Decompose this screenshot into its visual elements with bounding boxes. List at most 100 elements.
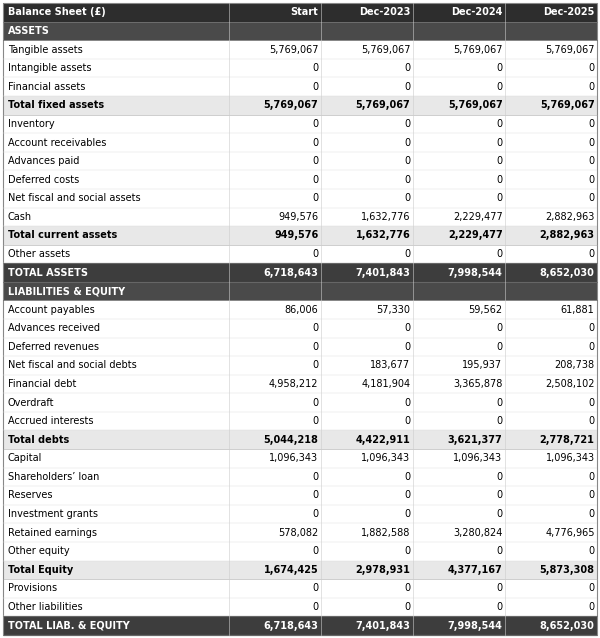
Text: 3,365,878: 3,365,878: [453, 379, 503, 389]
Text: 0: 0: [496, 138, 503, 147]
Text: 7,998,544: 7,998,544: [448, 621, 503, 630]
Text: 3,621,377: 3,621,377: [448, 434, 503, 445]
Text: 0: 0: [496, 509, 503, 519]
Text: Other equity: Other equity: [8, 546, 70, 556]
Text: 1,096,343: 1,096,343: [454, 454, 503, 463]
Text: 0: 0: [404, 583, 410, 593]
Text: 0: 0: [589, 323, 595, 333]
Text: 4,377,167: 4,377,167: [448, 565, 503, 575]
Text: 0: 0: [404, 546, 410, 556]
Bar: [3, 616, 597, 635]
Text: 0: 0: [589, 509, 595, 519]
Text: 2,882,963: 2,882,963: [539, 230, 595, 241]
Text: 2,229,477: 2,229,477: [453, 212, 503, 222]
Bar: [3, 356, 597, 375]
Bar: [3, 22, 597, 40]
Text: 5,769,067: 5,769,067: [361, 45, 410, 55]
Text: 0: 0: [312, 249, 319, 259]
Text: Other assets: Other assets: [8, 249, 70, 259]
Text: 0: 0: [312, 193, 319, 204]
Text: 0: 0: [496, 491, 503, 500]
Text: 4,958,212: 4,958,212: [269, 379, 319, 389]
Text: 0: 0: [404, 491, 410, 500]
Text: 5,769,067: 5,769,067: [356, 100, 410, 110]
Text: 0: 0: [496, 602, 503, 612]
Text: 2,508,102: 2,508,102: [545, 379, 595, 389]
Text: 0: 0: [589, 138, 595, 147]
Bar: [3, 40, 597, 59]
Text: 0: 0: [312, 416, 319, 426]
Text: 0: 0: [312, 138, 319, 147]
Text: Account receivables: Account receivables: [8, 138, 106, 147]
Text: Net fiscal and social debts: Net fiscal and social debts: [8, 360, 137, 371]
Text: Net fiscal and social assets: Net fiscal and social assets: [8, 193, 140, 204]
Text: 0: 0: [589, 397, 595, 408]
Text: 5,044,218: 5,044,218: [263, 434, 319, 445]
Text: 3,280,824: 3,280,824: [453, 528, 503, 538]
Text: 0: 0: [404, 82, 410, 92]
Text: 949,576: 949,576: [278, 212, 319, 222]
Text: 0: 0: [496, 342, 503, 352]
Text: Retained earnings: Retained earnings: [8, 528, 97, 538]
Bar: [3, 207, 597, 226]
Text: 7,998,544: 7,998,544: [448, 267, 503, 278]
Text: 0: 0: [589, 546, 595, 556]
Text: 0: 0: [312, 491, 319, 500]
Text: 1,096,343: 1,096,343: [361, 454, 410, 463]
Text: ASSETS: ASSETS: [8, 26, 50, 36]
Text: 0: 0: [312, 360, 319, 371]
Text: TOTAL LIAB. & EQUITY: TOTAL LIAB. & EQUITY: [8, 621, 130, 630]
Text: Account payables: Account payables: [8, 305, 95, 315]
Text: 0: 0: [404, 342, 410, 352]
Text: 0: 0: [496, 546, 503, 556]
Text: 7,401,843: 7,401,843: [356, 621, 410, 630]
Text: Dec-2024: Dec-2024: [451, 8, 503, 17]
Text: 0: 0: [404, 63, 410, 73]
Bar: [3, 449, 597, 468]
Text: 208,738: 208,738: [554, 360, 595, 371]
Text: Balance Sheet (£): Balance Sheet (£): [8, 8, 106, 17]
Text: Total current assets: Total current assets: [8, 230, 117, 241]
Text: Shareholders’ loan: Shareholders’ loan: [8, 472, 99, 482]
Text: 61,881: 61,881: [561, 305, 595, 315]
Text: 0: 0: [312, 583, 319, 593]
Text: 0: 0: [496, 63, 503, 73]
Bar: [3, 133, 597, 152]
Text: 0: 0: [589, 193, 595, 204]
Text: 183,677: 183,677: [370, 360, 410, 371]
Text: 0: 0: [404, 416, 410, 426]
Text: 0: 0: [589, 249, 595, 259]
Text: 7,401,843: 7,401,843: [356, 267, 410, 278]
Text: 4,181,904: 4,181,904: [361, 379, 410, 389]
Text: 0: 0: [312, 602, 319, 612]
Text: 6,718,643: 6,718,643: [263, 267, 319, 278]
Text: Deferred costs: Deferred costs: [8, 175, 79, 184]
Text: 0: 0: [589, 583, 595, 593]
Text: 0: 0: [404, 156, 410, 166]
Text: 0: 0: [404, 472, 410, 482]
Text: 8,652,030: 8,652,030: [540, 267, 595, 278]
Text: 0: 0: [589, 156, 595, 166]
Text: 0: 0: [312, 509, 319, 519]
Bar: [3, 300, 597, 319]
Bar: [3, 245, 597, 263]
Text: 0: 0: [312, 63, 319, 73]
Text: 0: 0: [404, 323, 410, 333]
Text: Advances paid: Advances paid: [8, 156, 79, 166]
Text: LIABILITIES & EQUITY: LIABILITIES & EQUITY: [8, 286, 125, 296]
Text: Provisions: Provisions: [8, 583, 57, 593]
Bar: [3, 319, 597, 338]
Text: 0: 0: [589, 175, 595, 184]
Bar: [3, 412, 597, 431]
Text: 0: 0: [589, 342, 595, 352]
Bar: [3, 393, 597, 412]
Text: Overdraft: Overdraft: [8, 397, 54, 408]
Text: 0: 0: [589, 472, 595, 482]
Bar: [3, 486, 597, 505]
Text: 0: 0: [589, 602, 595, 612]
Text: 5,769,067: 5,769,067: [448, 100, 503, 110]
Bar: [3, 152, 597, 170]
Bar: [3, 542, 597, 561]
Text: 2,778,721: 2,778,721: [540, 434, 595, 445]
Text: 1,882,588: 1,882,588: [361, 528, 410, 538]
